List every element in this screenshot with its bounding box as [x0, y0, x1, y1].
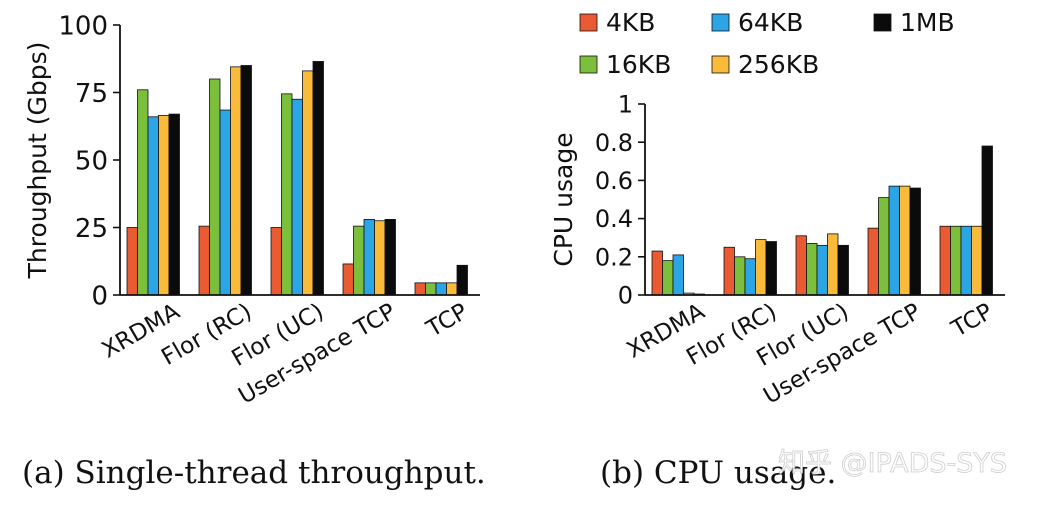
legend-label-64kb: 64KB	[738, 8, 803, 37]
bar-tcp-64kb	[435, 282, 447, 296]
legend-swatch-64kb	[711, 13, 730, 32]
y-tick-label: 75	[75, 79, 108, 109]
bar-user-space-tcp-256kb	[899, 185, 911, 296]
bar-tcp-1mb	[456, 264, 468, 296]
bar-xrdma-16kb	[662, 260, 674, 296]
bar-flor-uc-1mb	[837, 244, 849, 296]
bar-xrdma-1mb	[168, 113, 180, 296]
bar-flor-rc-1mb	[765, 241, 777, 296]
bar-tcp-256kb	[446, 282, 458, 296]
caption-throughput: (a) Single-thread throughput.	[22, 455, 486, 491]
bar-user-space-tcp-64kb	[888, 185, 900, 296]
bar-user-space-tcp-64kb	[363, 218, 375, 296]
bar-flor-rc-256kb	[230, 66, 242, 296]
legend-swatch-256kb	[711, 55, 730, 74]
bar-flor-uc-1mb	[312, 61, 324, 296]
watermark: 知乎 @IPADS-SYS	[778, 448, 1007, 479]
x-category-label: TCP	[946, 299, 997, 343]
bar-user-space-tcp-4kb	[867, 227, 879, 296]
bar-flor-uc-4kb	[270, 227, 282, 296]
bar-xrdma-4kb	[126, 227, 138, 296]
legend-swatch-1mb	[873, 13, 892, 32]
bar-user-space-tcp-4kb	[342, 263, 354, 296]
y-tick-label: 25	[75, 214, 108, 244]
bar-xrdma-4kb	[651, 250, 663, 296]
bar-user-space-tcp-16kb	[353, 225, 365, 296]
bar-tcp-16kb	[425, 282, 437, 296]
y-tick-label: 1	[618, 91, 633, 119]
bar-tcp-64kb	[960, 225, 972, 296]
bar-user-space-tcp-256kb	[374, 220, 386, 296]
legend-label-4kb: 4KB	[606, 8, 655, 37]
y-tick-label: 50	[75, 146, 108, 176]
bar-user-space-tcp-1mb	[384, 218, 396, 296]
y-tick-label: 0	[91, 281, 108, 311]
bar-flor-rc-1mb	[240, 65, 252, 296]
bar-xrdma-16kb	[137, 89, 149, 296]
legend-swatch-4kb	[579, 13, 598, 32]
bar-flor-uc-4kb	[795, 235, 807, 296]
bar-flor-rc-16kb	[734, 256, 746, 296]
bar-tcp-256kb	[971, 225, 983, 296]
y-tick-label: 0.4	[595, 205, 633, 233]
bar-flor-uc-64kb	[816, 244, 828, 296]
bar-flor-uc-256kb	[827, 233, 839, 296]
bar-flor-rc-256kb	[755, 239, 767, 296]
x-category-label: TCP	[421, 299, 472, 343]
bar-tcp-1mb	[981, 145, 993, 296]
bar-tcp-16kb	[950, 225, 962, 296]
bar-xrdma-256kb	[158, 115, 170, 296]
y-tick-label: 0.6	[595, 167, 633, 195]
bar-user-space-tcp-1mb	[909, 187, 921, 296]
bar-flor-uc-16kb	[806, 243, 818, 296]
bar-tcp-4kb	[939, 225, 951, 296]
legend: 4KB 16KB 64KB 256KB 1MB	[579, 8, 955, 79]
bar-xrdma-64kb	[672, 254, 684, 296]
legend-label-256kb: 256KB	[738, 50, 819, 79]
bar-flor-uc-256kb	[302, 70, 314, 296]
legend-label-16kb: 16KB	[606, 50, 671, 79]
y-tick-label: 0.8	[595, 129, 633, 157]
bar-flor-rc-16kb	[209, 78, 221, 296]
bar-flor-uc-64kb	[291, 98, 303, 296]
legend-swatch-16kb	[579, 55, 598, 74]
bar-flor-uc-16kb	[281, 93, 293, 296]
bar-xrdma-64kb	[147, 116, 159, 296]
bar-flor-rc-64kb	[744, 258, 756, 296]
y-tick-label: 0.2	[595, 243, 633, 271]
caption-cpu-usage: (b) CPU usage.	[600, 455, 836, 491]
y-tick-label: 0	[618, 282, 633, 310]
bar-flor-rc-4kb	[723, 246, 735, 296]
bar-user-space-tcp-16kb	[878, 197, 890, 296]
y-tick-label: 100	[58, 11, 108, 41]
legend-label-1mb: 1MB	[900, 8, 955, 37]
bar-tcp-4kb	[414, 282, 426, 296]
bar-flor-rc-64kb	[219, 109, 231, 296]
bar-flor-rc-4kb	[198, 225, 210, 296]
y-axis-label: Throughput (Gbps)	[23, 42, 52, 280]
y-axis-label: CPU usage	[549, 132, 578, 266]
